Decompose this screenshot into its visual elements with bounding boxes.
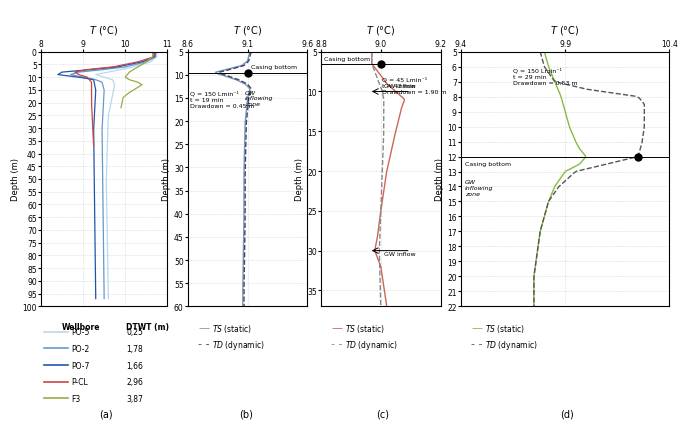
Text: —: — <box>471 322 482 332</box>
Text: Wellbore: Wellbore <box>61 322 100 331</box>
Text: Casing bottom: Casing bottom <box>324 57 370 62</box>
Title: $T$ (°C): $T$ (°C) <box>89 25 119 37</box>
Y-axis label: Depth (m): Depth (m) <box>10 158 20 201</box>
Text: (a): (a) <box>99 408 113 418</box>
Text: DTWT (m): DTWT (m) <box>126 322 169 331</box>
Text: P-CL: P-CL <box>72 378 89 386</box>
Text: (b): (b) <box>239 408 253 418</box>
Title: $T$ (°C): $T$ (°C) <box>550 25 580 37</box>
Text: 3,87: 3,87 <box>126 394 143 403</box>
Text: - -: - - <box>471 338 483 348</box>
Text: —: — <box>331 322 342 332</box>
Text: Q = 150 Lmin⁻¹
t = 19 min
Drawdown = 0.45 m: Q = 150 Lmin⁻¹ t = 19 min Drawdown = 0.4… <box>190 90 255 109</box>
Text: Q = 150 Lmin⁻¹
t = 29 min
Drawdown = 0.53 m: Q = 150 Lmin⁻¹ t = 29 min Drawdown = 0.5… <box>513 67 578 86</box>
Text: —: — <box>198 322 209 332</box>
Text: (d): (d) <box>560 408 574 418</box>
Text: 2,96: 2,96 <box>126 378 143 386</box>
Text: Casing bottom: Casing bottom <box>251 65 297 70</box>
Text: $TD$ (dynamic): $TD$ (dynamic) <box>212 338 264 351</box>
Text: Casing bottom: Casing bottom <box>465 162 512 166</box>
Text: $TD$ (dynamic): $TD$ (dynamic) <box>345 338 398 351</box>
Text: $TS$ (static): $TS$ (static) <box>485 322 525 334</box>
Title: $T$ (°C): $T$ (°C) <box>366 25 395 37</box>
Y-axis label: Depth (m): Depth (m) <box>295 158 305 201</box>
Text: GW
inflowing
zone: GW inflowing zone <box>465 180 494 196</box>
Title: $T$ (°C): $T$ (°C) <box>233 25 262 37</box>
Y-axis label: Depth (m): Depth (m) <box>436 158 445 201</box>
Y-axis label: Depth (m): Depth (m) <box>162 158 171 201</box>
Text: GW inflow: GW inflow <box>384 84 415 89</box>
Text: PO-7: PO-7 <box>72 361 90 370</box>
Text: PO-2: PO-2 <box>72 344 90 353</box>
Text: 0,25: 0,25 <box>126 328 143 336</box>
Text: GW inflow: GW inflow <box>384 251 415 256</box>
Text: $TS$ (static): $TS$ (static) <box>345 322 385 334</box>
Text: PO-5: PO-5 <box>72 328 90 336</box>
Text: 1,78: 1,78 <box>126 344 143 353</box>
Text: $TD$ (dynamic): $TD$ (dynamic) <box>485 338 538 351</box>
Text: $TS$ (static): $TS$ (static) <box>212 322 252 334</box>
Text: (c): (c) <box>376 408 389 418</box>
Text: 1,66: 1,66 <box>126 361 143 370</box>
Text: F3: F3 <box>72 394 81 403</box>
Text: - -: - - <box>198 338 210 348</box>
Text: - -: - - <box>331 338 343 348</box>
Text: Q = 45 Lmin⁻¹
t = 43 min
Drawdown = 1.90 m: Q = 45 Lmin⁻¹ t = 43 min Drawdown = 1.90… <box>382 76 447 95</box>
Text: GW
inflowing
zone: GW inflowing zone <box>245 90 274 107</box>
